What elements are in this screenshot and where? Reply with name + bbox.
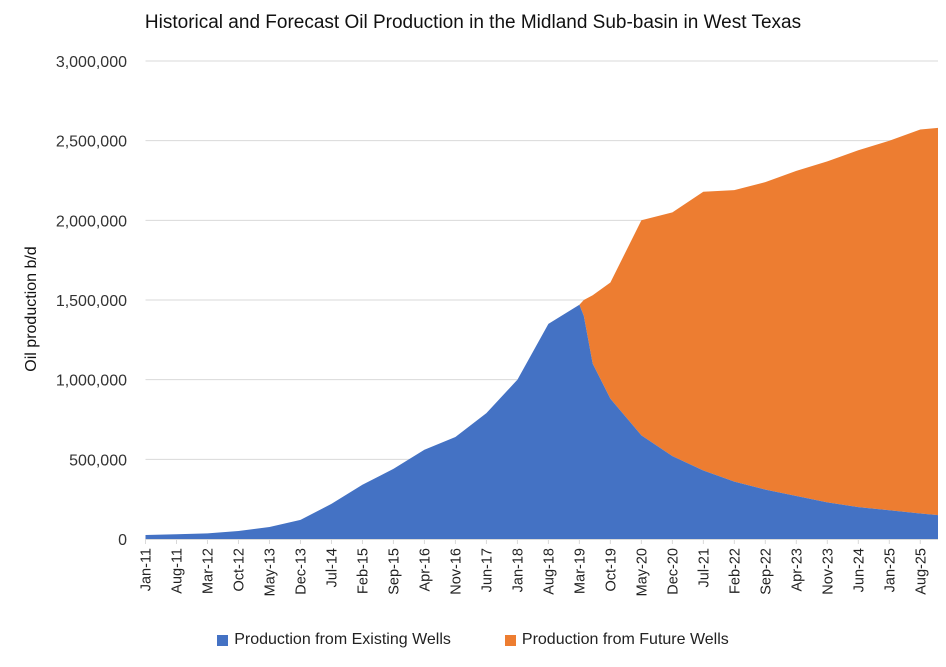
x-tick-label: Feb-15 (355, 548, 371, 594)
legend-item-existing-wells[interactable]: Production from Existing Wells (217, 631, 451, 649)
x-tick-label: Jun-24 (851, 548, 867, 592)
x-tick-label: Oct-19 (603, 548, 619, 592)
x-tick-label: Aug-18 (541, 548, 557, 595)
x-tick-label: Sep-22 (758, 548, 774, 595)
x-tick-label: Jan-18 (510, 548, 526, 592)
x-tick-label: Sep-15 (386, 548, 402, 595)
x-tick-label: Jan-25 (882, 548, 898, 592)
x-tick-label: Jul-21 (696, 548, 712, 588)
x-tick-label: Jul-14 (324, 548, 340, 588)
y-tick-label: 2,000,000 (56, 213, 127, 230)
legend-label-future: Production from Future Wells (521, 631, 729, 648)
x-tick-label: May-20 (634, 548, 650, 596)
y-tick-label: 0 (118, 532, 127, 549)
y-axis-ticks: 0 500,000 1,000,000 1,500,000 2,000,000 2,500… (56, 54, 127, 549)
x-tick-label: May-13 (262, 548, 278, 596)
x-tick-label: Jun-17 (479, 548, 495, 592)
area-existing-wells (145, 304, 938, 539)
x-tick-label: Mar-19 (572, 548, 588, 594)
y-tick-label: 1,500,000 (56, 293, 127, 310)
x-tick-label: Nov-23 (820, 548, 836, 595)
x-tick-label: Apr-23 (789, 548, 805, 592)
y-tick-label: 500,000 (69, 452, 127, 469)
legend-label-existing: Production from Existing Wells (234, 631, 451, 648)
x-tick-label: Oct-12 (231, 548, 247, 592)
x-tick-label: Nov-16 (448, 548, 464, 595)
area-series (145, 127, 938, 539)
x-tick-label: Aug-11 (169, 548, 185, 594)
legend-item-future-wells[interactable]: Production from Future Wells (504, 631, 729, 649)
area-future-wells (579, 127, 938, 516)
legend-swatch-existing (217, 634, 229, 646)
x-tick-label: Feb-22 (727, 548, 743, 594)
y-tick-label: 3,000,000 (56, 54, 127, 71)
legend-swatch-future (504, 634, 516, 646)
x-tick-label: Apr-16 (417, 548, 433, 592)
y-tick-label: 1,000,000 (56, 373, 127, 390)
x-tick-label: Mar-12 (200, 548, 216, 594)
legend: Production from Existing Wells Productio… (0, 631, 946, 649)
y-tick-label: 2,500,000 (56, 134, 127, 151)
x-tick-label: Dec-20 (665, 548, 681, 595)
x-tick-label: Aug-25 (913, 548, 929, 595)
chart-title: Historical and Forecast Oil Production i… (144, 12, 802, 33)
x-tick-label: Jan-11 (139, 548, 155, 591)
x-tick-label: Dec-13 (293, 548, 309, 595)
x-axis: Jan-11 Aug-11 Mar-12 Oct-12 May-13 Dec-13 Jul-… (139, 539, 938, 596)
